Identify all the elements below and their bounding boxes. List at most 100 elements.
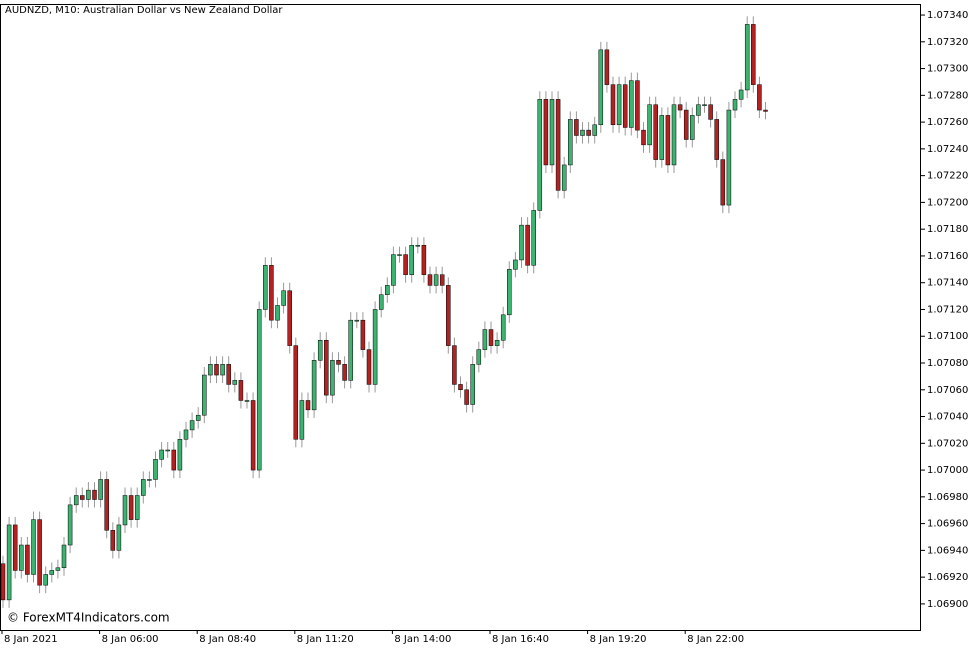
candle-body: [61, 544, 67, 569]
candle-body: [757, 84, 762, 111]
candle-body: [43, 574, 48, 586]
candle-body: [299, 400, 305, 440]
candle-body: [31, 519, 36, 575]
candle-body: [635, 80, 640, 131]
candle-body: [336, 360, 341, 365]
candle-body: [311, 360, 317, 411]
candle-body: [183, 429, 189, 440]
candle-body: [690, 115, 695, 140]
candle-body: [629, 80, 634, 128]
candle-body: [275, 305, 280, 321]
candle-body: [366, 349, 372, 385]
candle-body: [592, 124, 597, 136]
candle-body: [116, 524, 122, 551]
candle-body: [659, 115, 665, 160]
y-tick-label: 1.07100: [927, 331, 968, 342]
y-tick-label: 1.07300: [927, 64, 968, 75]
candle-body: [622, 84, 628, 128]
candle-body: [500, 314, 506, 341]
plot-frame: [0, 4, 921, 631]
y-tick-label: 1.06980: [927, 492, 968, 503]
candle-body: [354, 319, 360, 322]
candle-body: [214, 364, 219, 376]
candle-body: [464, 389, 469, 405]
y-tick-label: 1.06900: [927, 599, 968, 610]
candle-body: [763, 109, 768, 112]
candle-body: [513, 259, 518, 270]
y-tick-label: 1.07180: [927, 224, 968, 235]
candle-body: [305, 400, 311, 411]
candle-body: [696, 104, 701, 116]
candle-body: [507, 269, 512, 316]
candle-body: [6, 524, 12, 601]
candle-body: [415, 244, 421, 247]
x-tick-label: 8 Jan 19:20: [590, 634, 647, 645]
candle-body: [549, 99, 555, 166]
candle-body: [726, 109, 732, 206]
candle-body: [604, 49, 610, 85]
y-tick-label: 1.07340: [927, 10, 968, 21]
candle-body: [55, 567, 61, 571]
candle-body: [330, 360, 335, 396]
candle-body: [98, 479, 103, 500]
candle-body: [574, 119, 579, 136]
chart-title: AUDNZD, M10: Australian Dollar vs New Ze…: [5, 5, 283, 16]
y-tick-label: 1.07320: [927, 37, 968, 48]
candle-body: [683, 109, 689, 140]
candle-body: [281, 290, 286, 306]
candle-body: [543, 99, 549, 166]
y-tick-label: 1.07040: [927, 412, 968, 423]
candle-body: [256, 309, 262, 471]
candle-body: [598, 49, 604, 126]
candle-body: [25, 544, 30, 575]
candle-body: [488, 329, 494, 346]
x-tick-label: 8 Jan 11:20: [297, 634, 354, 645]
candle-body: [202, 374, 207, 416]
candle-body: [647, 104, 652, 146]
candle-body: [439, 274, 445, 286]
x-tick-label: 8 Jan 2021: [4, 634, 58, 645]
candle-body: [165, 449, 170, 452]
candle-body: [586, 129, 591, 136]
candle-body: [470, 364, 475, 405]
candle-body: [421, 244, 427, 275]
x-tick-label: 8 Jan 14:00: [394, 634, 451, 645]
candle-body: [427, 274, 433, 286]
candle-body: [391, 254, 396, 286]
candle-body: [269, 265, 274, 321]
candle-body: [226, 364, 231, 385]
candle-body: [104, 479, 109, 531]
candle-body: [208, 364, 213, 376]
candle-body: [49, 570, 55, 575]
candle-body: [568, 119, 573, 166]
candle-body: [293, 345, 299, 440]
candle-body: [610, 84, 616, 126]
candle-body: [653, 104, 658, 160]
x-tick-label: 8 Jan 08:40: [199, 634, 256, 645]
y-tick-label: 1.07020: [927, 438, 968, 449]
candle-body: [665, 115, 671, 166]
candle-body: [458, 384, 463, 391]
candle-body: [12, 524, 18, 571]
candle-body: [446, 285, 451, 346]
candle-body: [317, 340, 323, 361]
candle-body: [37, 519, 42, 586]
candle-body: [171, 449, 177, 471]
candle-body: [744, 24, 750, 91]
candle-body: [80, 495, 85, 500]
y-tick-label: 1.07060: [927, 385, 968, 396]
candle-body: [19, 544, 24, 571]
candle-body: [738, 89, 744, 100]
candle-body: [482, 329, 488, 350]
candle-body: [641, 129, 646, 146]
y-tick-label: 1.07260: [927, 117, 968, 128]
candle-body: [452, 345, 457, 385]
candle-body: [537, 99, 543, 211]
y-tick-label: 1.07200: [927, 197, 968, 208]
candle-body: [671, 104, 677, 166]
candle-body: [732, 99, 738, 111]
candle-body: [397, 254, 402, 256]
candle-body: [580, 129, 585, 136]
